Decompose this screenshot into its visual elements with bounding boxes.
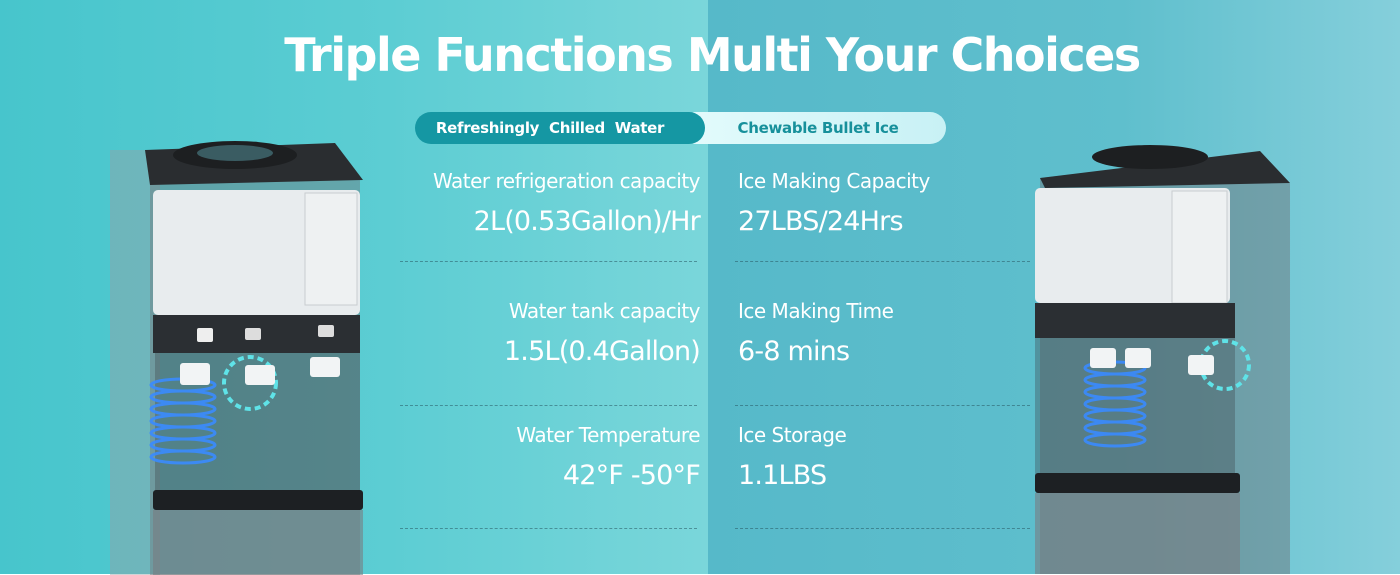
- divider: [400, 405, 697, 406]
- tab-chilled-water[interactable]: Refreshingly Chilled Water: [415, 112, 705, 144]
- spec-value: 1.1LBS: [738, 460, 827, 491]
- spec-value: 1.5L(0.4Gallon): [503, 336, 701, 367]
- tab-label: Refreshingly Chilled Water: [435, 119, 665, 137]
- spec-value: 27LBS/24Hrs: [738, 206, 904, 237]
- spec-label: Water Temperature: [516, 423, 700, 447]
- spec-value: 6-8 mins: [738, 336, 850, 367]
- divider: [400, 261, 697, 262]
- tab-label: Chewable Bullet Ice: [737, 119, 899, 137]
- water-dispenser-image-left: [110, 141, 363, 575]
- divider: [735, 528, 1030, 529]
- divider: [735, 261, 1030, 262]
- divider: [735, 405, 1030, 406]
- spec-value: 42°F -50°F: [562, 460, 701, 491]
- water-dispenser-image-right: [1035, 145, 1290, 574]
- spec-value: 2L(0.53Gallon)/Hr: [473, 206, 701, 237]
- spec-label: Water refrigeration capacity: [433, 169, 700, 193]
- spec-label: Ice Making Capacity: [738, 169, 930, 193]
- page-title: Triple Functions Multi Your Choices: [284, 28, 1141, 82]
- spec-label: Water tank capacity: [508, 299, 701, 323]
- spec-label: Ice Making Time: [738, 299, 894, 323]
- spec-label: Ice Storage: [738, 423, 847, 447]
- divider: [400, 528, 697, 529]
- tab-chewable-bullet-ice[interactable]: Chewable Bullet Ice: [680, 112, 946, 144]
